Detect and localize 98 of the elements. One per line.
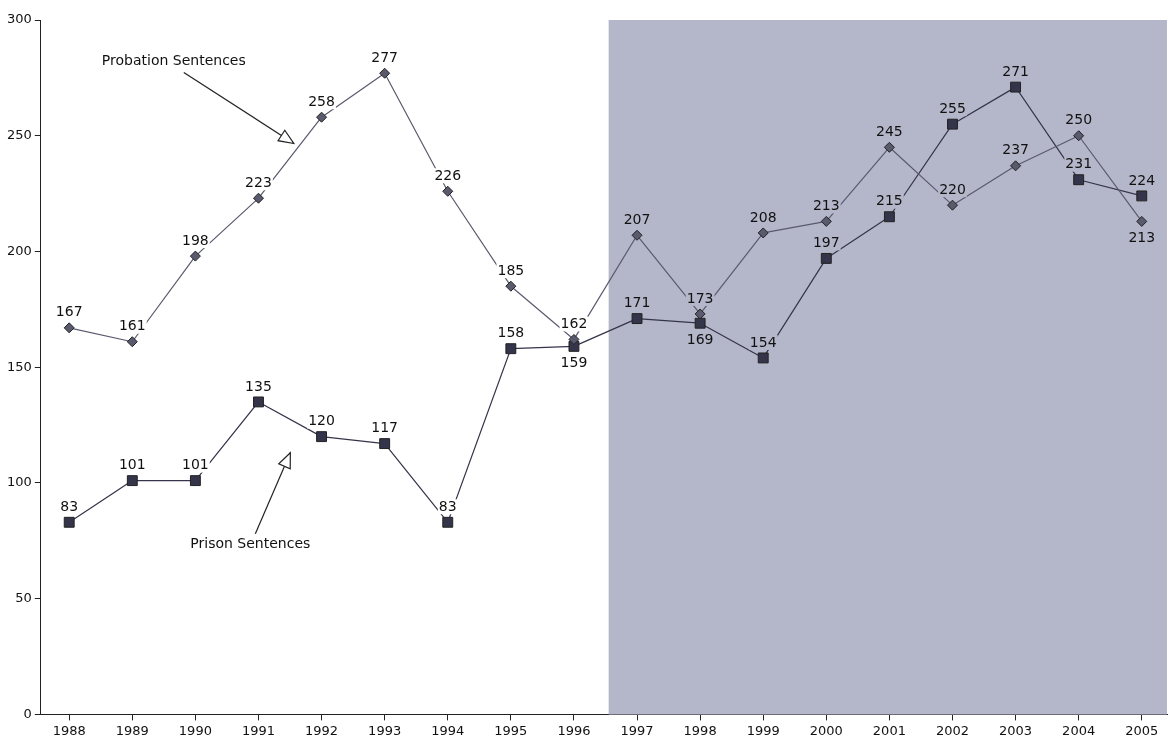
point — [1073, 174, 1085, 186]
data-label: 158 — [497, 324, 525, 341]
point — [1010, 160, 1022, 172]
point — [631, 229, 643, 241]
point — [253, 396, 264, 408]
data-label: 223 — [245, 173, 272, 190]
point — [820, 215, 832, 227]
point — [568, 333, 580, 345]
data-label: 271 — [1002, 62, 1029, 79]
x-tick-label: 1994 — [431, 722, 465, 738]
annotation: Prison Sentences — [190, 535, 311, 552]
data-label: 250 — [1065, 111, 1093, 128]
data-label: 162 — [560, 315, 588, 332]
data-label: 101 — [118, 456, 146, 473]
x-tick-label: 1998 — [683, 722, 717, 738]
x-tick-label: 1989 — [115, 722, 149, 738]
data-label: 226 — [434, 166, 462, 183]
point — [505, 343, 517, 355]
point — [694, 317, 706, 329]
data-label: 258 — [308, 92, 335, 109]
point — [1073, 130, 1085, 142]
data-label: 120 — [308, 412, 335, 429]
y-tick-label: 50 — [15, 590, 32, 606]
data-label: 159 — [560, 354, 588, 371]
data-label: 83 — [60, 497, 79, 514]
data-label: 167 — [55, 303, 83, 320]
point — [946, 199, 958, 211]
annotation: Probation Sentences — [101, 52, 246, 69]
x-tick-label: 1988 — [52, 722, 86, 738]
data-label: 207 — [623, 210, 651, 227]
data-label: 173 — [686, 289, 714, 306]
data-label: 245 — [876, 122, 903, 139]
point — [442, 516, 454, 528]
point — [1136, 215, 1148, 227]
data-label: 171 — [623, 294, 651, 311]
x-tick-label: 2003 — [999, 722, 1033, 738]
data-label: 101 — [182, 456, 209, 473]
point — [757, 352, 769, 364]
data-label: 220 — [939, 180, 966, 197]
x-tick-label: 1991 — [241, 722, 276, 738]
data-label: 277 — [371, 48, 399, 65]
x-tick-label: 2000 — [809, 722, 843, 738]
point — [126, 475, 138, 487]
x-tick-label: 1999 — [746, 722, 780, 738]
point — [63, 322, 75, 334]
point — [757, 227, 769, 239]
data-label: 237 — [1002, 141, 1029, 158]
y-tick-label: 300 — [6, 11, 32, 27]
data-label: 224 — [1128, 171, 1156, 188]
x-tick-label: 1997 — [620, 722, 654, 738]
x-tick-label: 2005 — [1125, 722, 1159, 738]
point — [316, 111, 328, 123]
y-tick-label: 200 — [6, 242, 32, 258]
y-tick-label: 250 — [6, 127, 32, 143]
point — [126, 336, 138, 348]
data-label: 197 — [812, 234, 840, 251]
data-label: 213 — [1128, 229, 1156, 246]
x-tick-label: 2004 — [1062, 722, 1096, 738]
point — [189, 250, 201, 262]
data-label: 185 — [497, 261, 525, 278]
point — [1010, 81, 1022, 93]
data-label: 255 — [939, 99, 966, 116]
data-label: 83 — [438, 497, 457, 514]
point — [189, 475, 201, 487]
point — [883, 211, 895, 223]
y-tick-label: 0 — [23, 705, 32, 721]
point — [316, 431, 328, 443]
data-label: 135 — [245, 377, 272, 394]
point — [1136, 190, 1148, 202]
point — [505, 280, 517, 292]
data-label: 117 — [371, 419, 399, 436]
data-label: 231 — [1065, 155, 1093, 172]
point — [820, 252, 832, 264]
data-label: 154 — [749, 333, 777, 350]
data-label: 208 — [749, 208, 777, 225]
data-label: 169 — [686, 330, 714, 347]
point — [883, 141, 895, 153]
point — [63, 516, 75, 528]
data-label: 213 — [812, 197, 840, 214]
point — [252, 192, 264, 204]
x-tick-label: 1990 — [178, 722, 212, 738]
point — [379, 67, 391, 79]
point — [631, 313, 643, 325]
y-tick-label: 100 — [6, 474, 32, 490]
x-tick-label: 1992 — [305, 722, 339, 738]
x-tick-label: 2002 — [935, 722, 970, 738]
y-tick-label: 150 — [6, 358, 32, 374]
data-label: 198 — [182, 231, 209, 248]
point — [442, 185, 454, 197]
x-tick-label: 1995 — [494, 722, 528, 738]
data-label: 161 — [118, 317, 146, 334]
x-tick-label: 1996 — [557, 722, 591, 738]
point — [947, 118, 958, 130]
point — [694, 308, 706, 320]
x-tick-label: 2001 — [872, 722, 906, 738]
data-label: 215 — [876, 192, 903, 209]
x-tick-label: 1993 — [368, 722, 402, 738]
point — [379, 438, 391, 450]
